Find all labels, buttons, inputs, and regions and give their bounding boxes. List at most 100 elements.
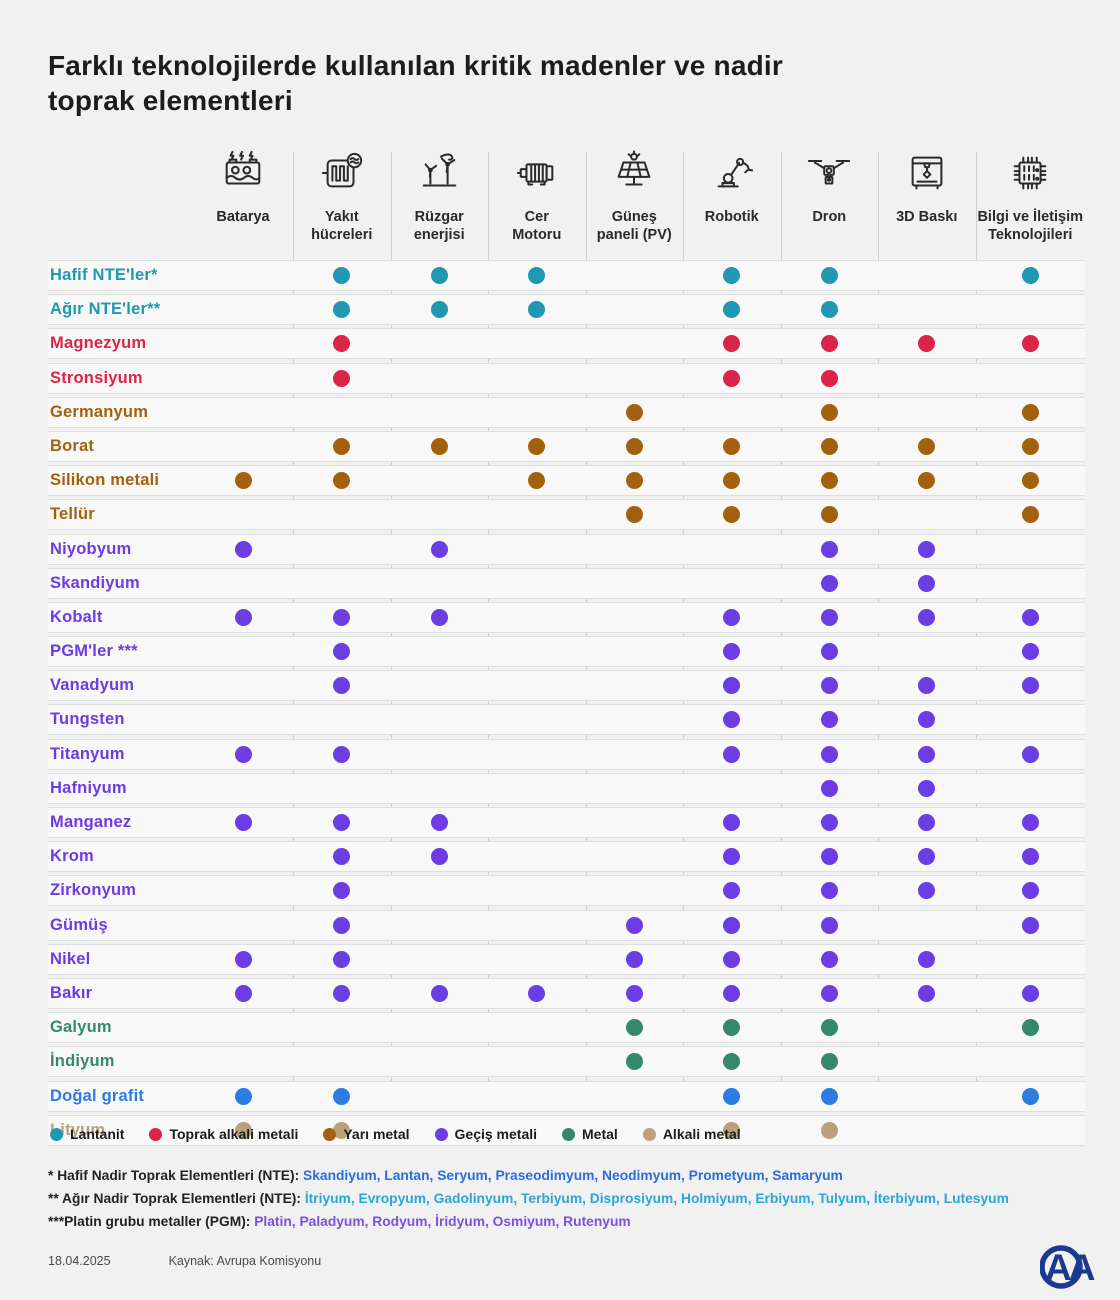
matrix-cell: [293, 774, 391, 803]
matrix-cell: [683, 329, 781, 358]
matrix-cell: [781, 876, 879, 905]
matrix-cell: [293, 603, 391, 632]
matrix-cell: [586, 876, 684, 905]
matrix-cell: [976, 261, 1086, 290]
matrix-cell: [683, 876, 781, 905]
table-row: Ağır NTE'ler**: [48, 294, 1085, 326]
usage-dot: [820, 814, 838, 831]
matrix-cell: [878, 364, 976, 393]
matrix-cell: [781, 740, 879, 769]
matrix-cell: [193, 329, 293, 358]
matrix-cell: [976, 945, 1086, 974]
usage-dot: [723, 711, 741, 729]
matrix-cell: [193, 603, 293, 632]
matrix-cell: [193, 1116, 293, 1145]
matrix-cell: [488, 979, 586, 1008]
matrix-cell: [391, 1082, 489, 1111]
matrix-cell: [586, 808, 684, 837]
matrix-cell: [488, 603, 586, 632]
matrix-rows: Hafif NTE'ler* Ağır NTE'ler** Magnezyum Str…: [48, 260, 1085, 1146]
table-row: Titanyum: [48, 738, 1085, 770]
table-row: Gümüş: [48, 909, 1085, 941]
usage-dot: [820, 1087, 838, 1105]
row-label: Lityum: [50, 1120, 106, 1139]
usage-dot: [723, 472, 741, 490]
matrix-cell: [781, 535, 879, 564]
usage-dot: [430, 814, 448, 831]
usage-dot: [333, 335, 351, 353]
matrix-cell: [293, 842, 391, 871]
battery-icon: [220, 150, 266, 201]
matrix-cell: [293, 295, 391, 324]
footnote-line: ***Platin grubu metaller (PGM): Platin, …: [48, 1210, 1009, 1233]
usage-dot: [234, 984, 252, 1002]
matrix-cell: [391, 500, 489, 529]
matrix-cell: [586, 364, 684, 393]
matrix-cell: [293, 432, 391, 461]
usage-dot: [1021, 984, 1039, 1002]
matrix-cell: [293, 945, 391, 974]
matrix-cell: [586, 603, 684, 632]
matrix-cell: [293, 637, 391, 666]
matrix-cell: [586, 637, 684, 666]
matrix-cell: [976, 329, 1086, 358]
matrix-cell: [781, 774, 879, 803]
usage-dot: [820, 301, 838, 319]
wind-energy-icon: [416, 150, 462, 201]
row-label: Manganez: [50, 813, 132, 831]
matrix-cell: [193, 1013, 293, 1042]
matrix-cell: [781, 295, 879, 324]
matrix-cell: [193, 945, 293, 974]
matrix-cell: [193, 535, 293, 564]
matrix-cell: [293, 705, 391, 734]
usage-dot: [723, 608, 741, 626]
matrix-cell: [391, 569, 489, 598]
column-header-1: Batarya: [193, 146, 293, 260]
matrix-cell: [488, 1047, 586, 1076]
matrix-cell: [976, 705, 1086, 734]
usage-dot: [723, 916, 741, 934]
matrix-cell: [586, 705, 684, 734]
matrix-cell: [293, 740, 391, 769]
matrix-cell: [488, 671, 586, 700]
matrix-cell: [193, 295, 293, 324]
matrix-cell: [781, 1047, 879, 1076]
column-header-7: Dron: [781, 146, 879, 260]
matrix-cell: [878, 637, 976, 666]
table-row: Doğal grafit: [48, 1080, 1085, 1112]
usage-dot: [820, 916, 838, 934]
matrix-cell: [683, 1047, 781, 1076]
usage-dot: [234, 608, 252, 626]
usage-dot: [820, 472, 838, 490]
matrix-cell: [878, 295, 976, 324]
matrix-cell: [781, 1013, 879, 1042]
matrix-cell: [391, 876, 489, 905]
row-label: Vanadyum: [50, 676, 135, 695]
usage-dot: [820, 608, 838, 626]
matrix-cell: [878, 945, 976, 974]
matrix-cell: [193, 876, 293, 905]
matrix-cell: [878, 705, 976, 734]
usage-dot: [1021, 608, 1039, 626]
legend-label: Toprak alkali metali: [169, 1126, 299, 1142]
matrix-cell: [781, 466, 879, 495]
table-row: İndiyum: [48, 1046, 1085, 1078]
usage-dot: [528, 301, 546, 319]
matrix-cell: [781, 979, 879, 1008]
usage-dot: [1021, 643, 1039, 661]
table-row: Vanadyum: [48, 670, 1085, 702]
usage-dot: [918, 814, 936, 831]
matrix-cell: [488, 432, 586, 461]
matrix-cell: [683, 911, 781, 940]
footnote-line: * Hafif Nadir Toprak Elementleri (NTE): …: [48, 1164, 1009, 1187]
matrix-cell: [976, 535, 1086, 564]
matrix-cell: [488, 261, 586, 290]
column-header-label: Yakıt hücreleri: [311, 209, 373, 244]
usage-dot: [333, 369, 351, 387]
matrix-cell: [976, 569, 1086, 598]
column-header-5: Güneş paneli (PV): [586, 146, 684, 260]
matrix-cell: [976, 432, 1086, 461]
legend-label: Metal: [582, 1126, 618, 1142]
usage-dot: [820, 369, 838, 387]
usage-dot: [625, 437, 643, 455]
